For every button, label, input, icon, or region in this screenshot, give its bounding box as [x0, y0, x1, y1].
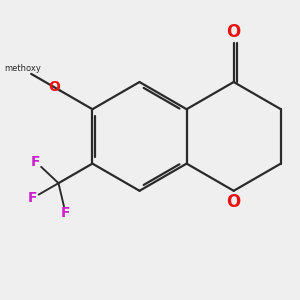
Text: O: O	[48, 80, 60, 94]
Text: O: O	[226, 193, 241, 211]
Text: F: F	[31, 155, 41, 169]
Text: F: F	[28, 191, 37, 205]
Text: O: O	[226, 23, 241, 41]
Text: F: F	[61, 206, 70, 220]
Text: methoxy: methoxy	[4, 64, 41, 74]
